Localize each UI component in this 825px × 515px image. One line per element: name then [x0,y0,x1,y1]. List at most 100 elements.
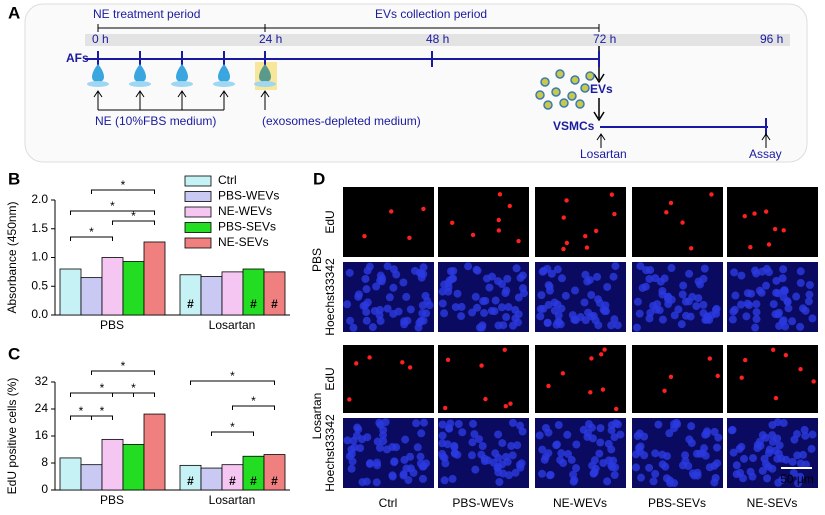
y-tick-label: 8 [41,455,48,469]
cell [561,291,570,300]
cell [441,459,450,468]
cell [375,443,384,452]
ev-icon [575,99,585,109]
cell [799,450,808,459]
bar [122,444,145,491]
cell [389,265,398,274]
panel-label: A [8,3,20,22]
cell [688,246,694,251]
cell [747,289,756,298]
cell [596,424,605,433]
cell [653,300,662,309]
drop-icon [134,64,146,82]
cell [467,451,476,460]
cell [649,477,658,486]
cell [808,314,817,323]
vsmcs-label: VSMCs [553,119,595,133]
bar [122,261,145,316]
cell [783,352,789,358]
bar [143,241,166,316]
cell [673,420,682,429]
cell [502,313,511,322]
cell [345,268,354,277]
cell [538,267,547,276]
micrograph [632,187,723,257]
stain-label: EdU [323,210,337,233]
drop-icon [259,64,271,82]
cell [751,266,760,275]
y-tick-label: 2.0 [31,192,48,206]
cell [685,269,694,278]
cell [409,468,418,477]
significance-mark: * [89,225,94,239]
cell [677,320,686,329]
cell [808,430,817,439]
cell [779,419,788,428]
cell [448,474,457,483]
cell [760,454,769,463]
arrow-head [593,73,605,84]
cell [678,290,687,299]
cell [796,278,805,287]
cell [588,434,597,443]
cell [511,314,520,323]
cell [788,457,797,466]
cell [446,267,455,276]
cell [516,238,521,244]
cell [761,433,770,442]
bar [221,271,244,316]
cell [796,472,805,481]
cell [444,283,453,292]
cell [684,297,693,306]
panel-label: B [8,169,20,188]
legend-label: NE-SEVs [218,235,269,249]
micrograph [343,345,434,413]
significance-mark: * [100,404,105,418]
cell [784,304,793,313]
cell [764,462,773,471]
timepoint-label: 24 h [259,32,282,46]
cell [383,262,392,271]
cell [796,459,805,468]
cell [730,305,739,314]
ev-icon [543,100,553,110]
cell [440,476,449,485]
cell [774,310,783,319]
ev-icon [570,75,580,85]
cell [536,312,545,321]
cell [607,426,616,435]
micrograph [343,187,434,257]
cell [587,291,596,300]
cell [789,468,798,477]
cell [389,283,398,292]
cell [581,270,590,279]
cell [438,287,447,296]
bar [101,257,124,316]
column-label: NE-SEVs [747,496,798,510]
cell [553,265,562,274]
cell [610,433,619,442]
cell [564,450,573,459]
cell [438,299,447,308]
significance-mark: # [271,297,278,311]
cell [636,442,645,451]
y-tick-label: 0 [41,482,48,496]
timepoint-label: 0 h [92,32,109,46]
cell [758,466,767,475]
afs-label: AFs [66,51,89,65]
cell [538,469,547,478]
cell [714,433,723,442]
cell [354,361,359,366]
cell [687,422,696,431]
cell [497,303,506,312]
cell [807,444,816,453]
arrow-head [93,90,103,98]
cell [469,419,478,428]
cell [773,395,779,401]
cell [544,449,553,458]
cell [508,401,513,406]
cell [513,441,522,450]
cell [596,438,605,447]
cell [453,450,462,459]
